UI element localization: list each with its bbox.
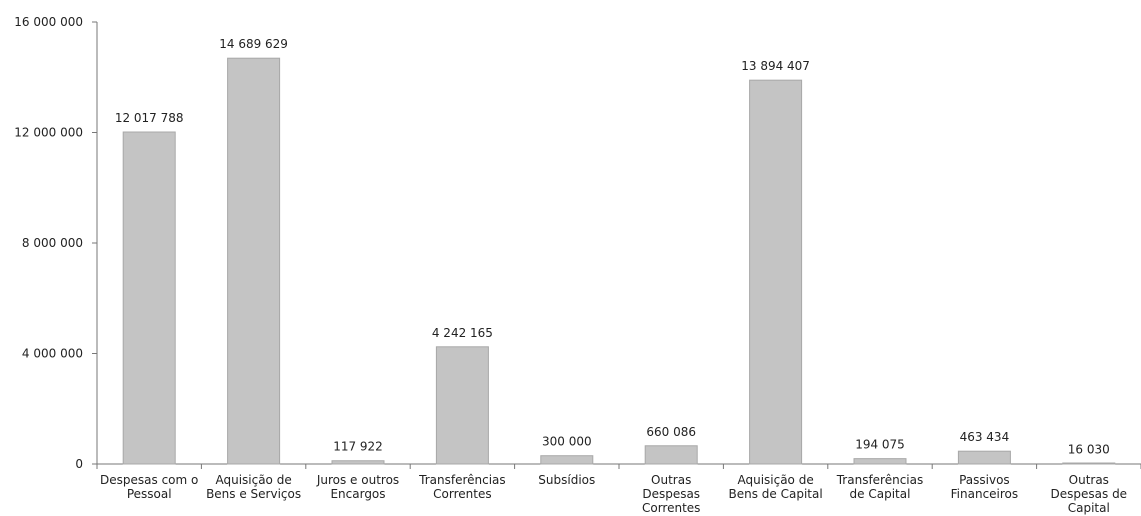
y-tick-label: 16 000 000 xyxy=(14,15,83,29)
bar xyxy=(749,79,803,465)
x-tick-label: Aquisição de Bens de Capital xyxy=(729,473,823,501)
bars xyxy=(122,57,1116,465)
x-tick-label: Outras Despesas de Capital xyxy=(1051,473,1128,515)
x-tick-label-line: Aquisição de xyxy=(737,473,813,487)
data-label: 12 017 788 xyxy=(115,111,184,125)
data-label: 14 689 629 xyxy=(219,37,288,51)
x-tick-label: Subsídios xyxy=(538,473,595,487)
y-tick-label: 0 xyxy=(75,457,83,471)
x-tick-label-line: Transferências xyxy=(836,473,924,487)
bar xyxy=(1062,462,1116,465)
x-tick-label-line: Bens e Serviços xyxy=(206,487,301,501)
x-tick-label-line: Transferências xyxy=(418,473,506,487)
x-tick-label-line: Correntes xyxy=(433,487,491,501)
x-tick-label-line: de Capital xyxy=(850,487,911,501)
x-tick-label-line: Aquisição de xyxy=(215,473,291,487)
x-tick-label-line: Passivos xyxy=(959,473,1010,487)
data-label: 300 000 xyxy=(542,435,592,449)
x-tick-label-line: Juros e outros xyxy=(316,473,399,487)
x-tick-label-line: Outras xyxy=(651,473,691,487)
data-label: 660 086 xyxy=(646,425,696,439)
x-tick-label-line: Outras xyxy=(1069,473,1109,487)
x-tick-label: Aquisição de Bens e Serviços xyxy=(206,473,301,501)
x-tick-label-line: Encargos xyxy=(330,487,385,501)
bar xyxy=(853,458,907,465)
x-tick-label: Passivos Financeiros xyxy=(951,473,1019,501)
x-tick-label: Juros e outros Encargos xyxy=(316,473,399,501)
x-tick-label: Outras Despesas Correntes xyxy=(642,473,700,515)
x-tick-label: Transferências de Capital xyxy=(836,473,924,501)
bar xyxy=(540,455,594,465)
x-tick-label-line: Despesas xyxy=(642,487,700,501)
bar xyxy=(644,445,698,465)
data-label: 117 922 xyxy=(333,440,383,454)
y-tick-label: 12 000 000 xyxy=(14,126,83,140)
y-axis: 0 4 000 000 8 000 000 12 000 000 16 000 000 xyxy=(14,15,98,471)
x-tick-label-line: Bens de Capital xyxy=(729,487,823,501)
x-tick-label-line: Correntes xyxy=(642,501,700,515)
x-tick-label-line: Financeiros xyxy=(951,487,1019,501)
x-tick-label: Despesas com o Pessoal xyxy=(100,473,198,501)
bar xyxy=(435,346,489,465)
data-label: 194 075 xyxy=(855,438,905,452)
x-tick-label-line: Capital xyxy=(1068,501,1110,515)
x-tick-label-line: Subsídios xyxy=(538,473,595,487)
bar xyxy=(122,131,176,465)
data-label: 463 434 xyxy=(960,430,1010,444)
bar xyxy=(227,57,281,465)
x-tick-label-line: Pessoal xyxy=(127,487,172,501)
data-label: 16 030 xyxy=(1068,443,1110,457)
bar xyxy=(331,460,385,465)
x-tick-label-line: Despesas de xyxy=(1051,487,1128,501)
y-tick-label: 4 000 000 xyxy=(22,347,83,361)
bar xyxy=(957,450,1011,465)
data-label: 13 894 407 xyxy=(741,59,810,73)
x-tick-label: Transferências Correntes xyxy=(418,473,506,501)
data-label: 4 242 165 xyxy=(432,326,493,340)
x-tick-label-line: Despesas com o xyxy=(100,473,198,487)
data-labels: 12 017 788 14 689 629 117 922 4 242 165 300 … xyxy=(115,37,1110,456)
y-tick-label: 8 000 000 xyxy=(22,236,83,250)
